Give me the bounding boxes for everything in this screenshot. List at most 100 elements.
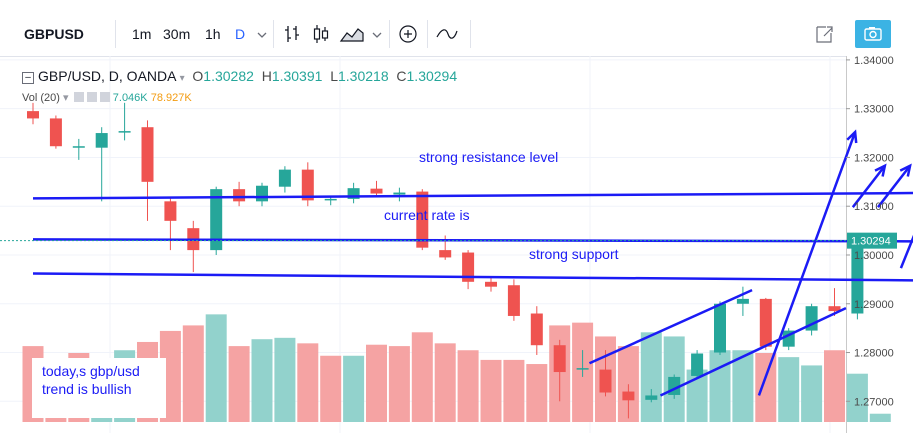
volume-bar xyxy=(480,359,502,422)
volume-bar xyxy=(732,350,754,422)
trend-arrow xyxy=(877,164,912,208)
axis-tick-label: 1.31000 xyxy=(854,201,894,213)
volume-bar xyxy=(686,369,708,422)
series-title[interactable]: GBP/USD, D, OANDA xyxy=(38,68,176,84)
volume-bar xyxy=(434,343,456,422)
candle-body xyxy=(736,298,749,304)
volume-value: 7.046K xyxy=(112,92,148,104)
candle-body xyxy=(324,198,337,201)
chevron-down-icon[interactable]: ▾ xyxy=(62,92,69,104)
axis-tick-label: 1.29000 xyxy=(854,299,894,311)
arrow-head xyxy=(874,163,887,177)
candle-body xyxy=(530,313,543,346)
volume-bar xyxy=(617,346,639,422)
interval-d[interactable]: D xyxy=(235,26,246,42)
candle-body xyxy=(645,395,658,400)
volume-bar xyxy=(343,355,365,422)
candle-body xyxy=(714,303,726,353)
candle-body xyxy=(828,306,841,312)
visibility-icon[interactable] xyxy=(73,92,84,102)
trend-arrow xyxy=(899,234,913,269)
trend-line xyxy=(32,272,913,282)
candle-body xyxy=(27,111,39,119)
settings-icon[interactable] xyxy=(86,92,97,102)
interval-1m[interactable]: 1m xyxy=(132,26,152,42)
interval-1h[interactable]: 1h xyxy=(205,26,221,42)
candle-style-icon[interactable] xyxy=(310,20,332,48)
axis-tick-label: 1.32000 xyxy=(854,152,894,164)
volume-bar xyxy=(251,339,273,422)
compare-icon[interactable] xyxy=(434,20,460,48)
volume-bar xyxy=(274,337,296,422)
candle-body xyxy=(462,252,475,282)
trend-line xyxy=(32,191,913,200)
open-value: 1.30282 xyxy=(203,68,254,84)
candle-body xyxy=(576,368,589,370)
candle-body xyxy=(622,391,635,401)
candle-body xyxy=(439,250,452,258)
toolbar-divider xyxy=(427,20,428,48)
candle-body xyxy=(72,146,85,148)
candle-body xyxy=(485,281,497,287)
candle-body xyxy=(347,188,360,199)
candle-body xyxy=(256,185,268,202)
candle-body xyxy=(301,169,314,201)
chevron-down-icon[interactable] xyxy=(255,20,269,48)
volume-title[interactable]: Vol (20) xyxy=(22,92,60,104)
close-label: C xyxy=(396,68,407,84)
collapse-icon[interactable]: – xyxy=(22,72,34,84)
volume-bar xyxy=(205,314,227,422)
series-legend: – GBP/USD, D, OANDA ▾ O1.30282 H1.30391 L… xyxy=(22,68,457,84)
volume-bar xyxy=(755,353,777,422)
fullscreen-icon[interactable] xyxy=(812,20,836,48)
bar-style-icon[interactable] xyxy=(281,20,303,48)
volume-bar xyxy=(801,365,823,422)
volume-bar xyxy=(640,332,662,422)
chevron-down-icon[interactable]: ▾ xyxy=(179,73,185,84)
volume-bar xyxy=(709,350,731,422)
low-value: 1.30218 xyxy=(338,68,389,84)
volume-bar xyxy=(526,364,548,422)
current-price-tag xyxy=(847,232,897,249)
current-rate-annotation: current rate is xyxy=(384,207,470,223)
volume-bar xyxy=(411,332,433,422)
axis-tick-label: 1.27000 xyxy=(854,396,894,408)
arrow-head xyxy=(846,129,858,144)
candle-body xyxy=(164,201,177,221)
price-axis-ticks: 1.34000 1.33000 1.32000 1.31000 1.30000 1.290… xyxy=(0,56,897,408)
toolbar-divider xyxy=(389,20,390,48)
candle-body xyxy=(691,353,704,376)
open-label: O xyxy=(192,68,204,84)
axis-tick-label: 1.33000 xyxy=(854,104,894,116)
candle-series xyxy=(27,102,887,419)
high-value: 1.30391 xyxy=(271,68,323,84)
chevron-down-icon[interactable] xyxy=(370,20,384,48)
toolbar-divider xyxy=(470,20,471,48)
candle-body xyxy=(759,298,772,347)
close-icon[interactable] xyxy=(99,92,110,102)
note-line-2: trend is bullish xyxy=(42,381,132,397)
volume-bar xyxy=(778,357,800,422)
volume-bar xyxy=(297,343,319,422)
camera-button[interactable] xyxy=(855,20,891,48)
axis-tick-label: 1.34000 xyxy=(854,56,894,67)
trend-arrow xyxy=(757,131,857,396)
symbol-search[interactable]: GBPUSD xyxy=(24,26,84,42)
trend-note: today,s gbp/usd trend is bullish xyxy=(32,358,166,418)
top-toolbar: GBPUSD 1m 30m 1h D xyxy=(0,0,913,57)
high-label: H xyxy=(261,68,272,84)
candle-body xyxy=(49,118,62,147)
volume-bar xyxy=(457,350,479,422)
current-price-label: 1.30294 xyxy=(851,236,891,248)
area-style-icon[interactable] xyxy=(339,20,365,48)
volume-bar xyxy=(182,325,204,422)
interval-30m[interactable]: 30m xyxy=(163,26,191,42)
candle-body xyxy=(233,189,246,202)
arrow-head xyxy=(899,163,912,177)
toolbar-divider xyxy=(273,20,274,48)
axis-tick-label: 1.30000 xyxy=(854,250,894,262)
add-indicator-icon[interactable] xyxy=(396,20,420,48)
toolbar-divider xyxy=(115,20,116,48)
support-annotation: strong support xyxy=(529,246,619,262)
volume-bar xyxy=(320,355,342,422)
